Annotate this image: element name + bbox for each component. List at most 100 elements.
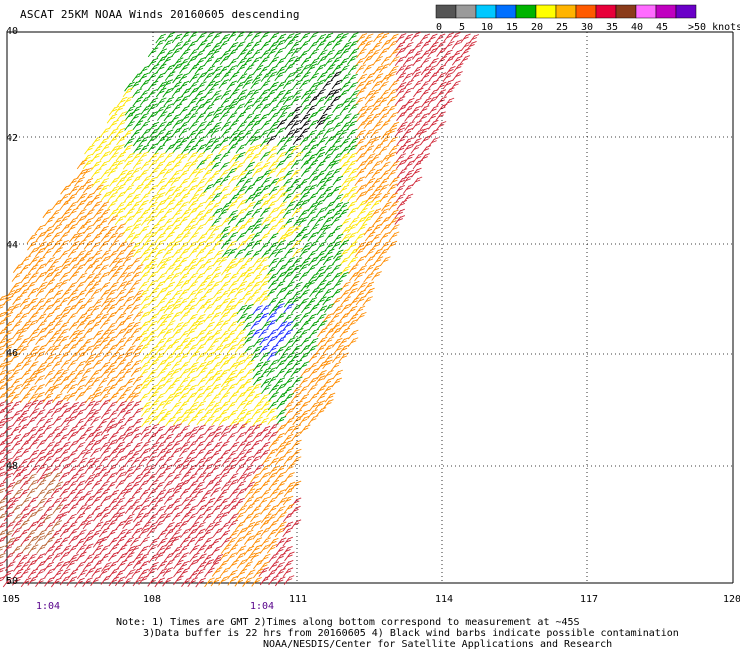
wind-barb — [250, 250, 262, 260]
wind-barb — [210, 383, 222, 394]
wind-barb — [43, 561, 54, 572]
wind-barb — [195, 215, 207, 225]
wind-barb — [91, 471, 102, 482]
wind-barb — [44, 265, 56, 276]
wind-barb — [251, 537, 263, 547]
wind-barb — [108, 271, 120, 282]
wind-barb — [60, 416, 72, 427]
wind-barb — [364, 255, 376, 266]
wind-barb — [124, 466, 135, 476]
wind-barb — [44, 521, 56, 532]
wind-barb — [171, 289, 183, 300]
wind-barb — [100, 409, 112, 419]
wind-barb — [260, 432, 272, 442]
wind-barb — [0, 392, 8, 399]
wind-barb — [84, 473, 96, 484]
wind-barb — [404, 121, 415, 131]
wind-barb — [115, 223, 126, 233]
wind-barb — [138, 144, 150, 155]
wind-barb — [122, 87, 134, 98]
wind-barb — [307, 409, 318, 419]
wind-barb — [338, 201, 350, 212]
wind-barb — [43, 455, 54, 466]
wind-barb — [34, 247, 46, 258]
wind-barb — [226, 103, 237, 113]
wind-barb — [339, 265, 351, 276]
wind-barb — [411, 167, 422, 178]
wind-barb — [188, 120, 199, 131]
wind-barb — [35, 313, 47, 324]
wind-barb — [26, 233, 38, 244]
wind-barb — [26, 385, 37, 396]
wind-barb — [91, 479, 103, 490]
wind-barb — [212, 527, 224, 538]
wind-barb — [196, 121, 207, 131]
wind-barb — [170, 240, 181, 251]
wind-barb — [420, 88, 431, 99]
wind-barb — [316, 392, 327, 403]
legend-tick-label: 40 — [631, 22, 643, 33]
wind-barb — [435, 89, 447, 99]
wind-barb — [90, 439, 102, 450]
wind-barb — [186, 408, 197, 418]
wind-barb — [460, 41, 472, 52]
wind-barb — [340, 303, 351, 314]
wind-barb — [11, 527, 22, 537]
wind-barb — [323, 336, 335, 347]
wind-barb — [402, 87, 413, 98]
wind-barb — [371, 168, 382, 179]
wind-barb — [282, 231, 294, 241]
wind-barb — [194, 535, 206, 546]
wind-barb — [275, 239, 286, 250]
wind-barb — [132, 512, 144, 523]
wind-barb — [197, 367, 208, 378]
legend-tick-label: 15 — [506, 22, 518, 33]
wind-barb — [282, 208, 294, 219]
wind-barb — [116, 176, 127, 187]
wind-barb — [99, 471, 111, 481]
wind-barb — [43, 488, 54, 499]
wind-barb — [283, 417, 295, 428]
wind-barb — [36, 497, 47, 508]
wind-barb — [130, 128, 142, 139]
wind-barb — [52, 320, 63, 331]
wind-barb — [123, 295, 134, 306]
wind-barb — [43, 361, 54, 372]
wind-barb — [298, 415, 310, 426]
wind-barb — [28, 256, 40, 266]
wind-barb — [282, 321, 294, 331]
wind-barb — [250, 455, 261, 466]
wind-barb — [402, 184, 414, 194]
wind-barb — [420, 145, 432, 155]
wind-barb — [300, 89, 312, 100]
wind-barb — [0, 378, 7, 384]
wind-barb — [163, 304, 174, 314]
wind-barb — [76, 457, 88, 468]
wind-barb — [299, 113, 311, 124]
wind-barb — [442, 72, 454, 82]
wind-barb — [194, 287, 205, 298]
wind-barb — [356, 105, 368, 116]
wind-barb — [307, 384, 318, 394]
wind-barb — [443, 32, 454, 43]
wind-barb — [156, 111, 168, 121]
wind-barb — [444, 55, 455, 66]
wind-barb — [213, 105, 224, 116]
wind-barb — [35, 271, 47, 282]
wind-barb — [268, 160, 279, 171]
wind-barb — [306, 153, 317, 164]
wind-barb — [92, 352, 103, 362]
wind-barb — [268, 479, 280, 490]
wind-barb — [0, 487, 6, 494]
wind-barb — [19, 383, 31, 394]
wind-barb — [147, 271, 158, 281]
wind-barb — [4, 465, 15, 476]
wind-barb — [74, 577, 85, 588]
wind-barb — [124, 392, 136, 403]
wind-barb — [226, 263, 237, 273]
wind-barb — [180, 528, 191, 539]
wind-barb — [68, 232, 80, 243]
wind-barb — [139, 120, 151, 131]
wind-barb — [226, 80, 237, 91]
wind-barb — [275, 447, 286, 457]
